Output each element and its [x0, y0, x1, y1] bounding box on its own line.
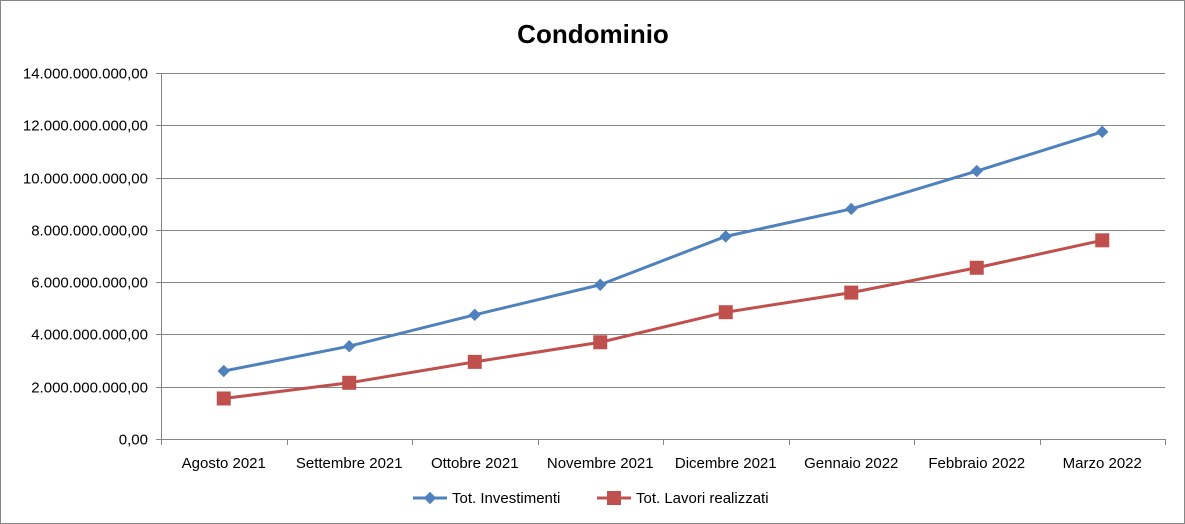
- data-point-square: [969, 260, 984, 275]
- legend-diamond-marker: [423, 491, 437, 505]
- legend-label: Tot. Investimenti: [452, 490, 560, 507]
- series-line: [222, 238, 1104, 400]
- legend-item: Tot. Investimenti: [413, 490, 560, 507]
- x-tick-label: Marzo 2022: [1063, 455, 1142, 472]
- data-point-square: [718, 305, 733, 320]
- data-point-diamond: [719, 230, 732, 243]
- data-point-square: [593, 335, 608, 350]
- y-axis: 0,00 2.000.000.000,00 4.000.000.000,00 6.00…: [23, 66, 162, 449]
- x-tick-label: Febbraio 2022: [928, 455, 1025, 472]
- series-1: [217, 125, 1109, 378]
- y-tick-label: 10.000.000.000,00: [23, 171, 148, 188]
- x-tick-label: Gennaio 2022: [804, 455, 898, 472]
- data-point-square: [216, 391, 231, 406]
- x-tick-label: Agosto 2021: [182, 455, 266, 472]
- data-point-diamond: [594, 278, 607, 291]
- data-point-square: [844, 285, 859, 300]
- series-line: [222, 130, 1104, 373]
- gridlines: [161, 73, 1165, 440]
- x-axis: Agosto 2021 Settembre 2021 Ottobre 2021 Nov…: [161, 439, 1166, 472]
- y-tick-label: 12.000.000.000,00: [23, 118, 148, 135]
- x-tick-label: Ottobre 2021: [431, 455, 519, 472]
- y-tick-label: 0,00: [119, 432, 148, 449]
- series-group: [216, 125, 1110, 406]
- x-tick-label: Dicembre 2021: [675, 455, 777, 472]
- data-point-square: [342, 375, 357, 390]
- legend-item: Tot. Lavori realizzati: [597, 490, 769, 507]
- y-tick-label: 14.000.000.000,00: [23, 66, 148, 83]
- series-2: [216, 233, 1110, 406]
- y-tick-label: 8.000.000.000,00: [31, 223, 148, 240]
- data-point-diamond: [1096, 125, 1109, 139]
- data-point-square: [467, 354, 482, 369]
- data-point-diamond: [845, 202, 858, 216]
- data-point-diamond: [970, 164, 983, 178]
- data-point-square: [1095, 233, 1110, 248]
- x-tick-label: Novembre 2021: [547, 455, 654, 472]
- x-tick-label: Settembre 2021: [296, 455, 403, 472]
- legend-label: Tot. Lavori realizzati: [636, 490, 769, 507]
- data-point-diamond: [468, 308, 481, 322]
- y-tick-label: 6.000.000.000,00: [31, 275, 148, 292]
- legend: Tot. Investimenti Tot. Lavori realizzati: [413, 490, 769, 507]
- data-point-diamond: [217, 364, 230, 378]
- chart-title: Condominio: [517, 19, 669, 49]
- y-tick-label: 4.000.000.000,00: [31, 327, 148, 344]
- legend-square-marker: [607, 491, 621, 505]
- y-tick-label: 2.000.000.000,00: [31, 380, 148, 397]
- data-point-diamond: [343, 339, 356, 353]
